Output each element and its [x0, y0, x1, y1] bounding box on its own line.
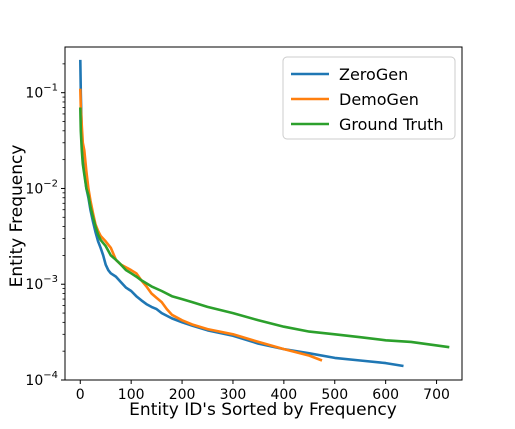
y-tick-label-exponent: −1	[43, 83, 58, 94]
y-tick-label-base: 10	[25, 277, 43, 293]
legend-label-2: Ground Truth	[339, 115, 444, 134]
series-lines	[79, 59, 450, 368]
legend: ZeroGen DemoGen Ground Truth	[282, 56, 456, 140]
x-tick-label: 400	[270, 387, 297, 403]
y-tick-label-exponent: −4	[43, 370, 58, 381]
legend-label-0: ZeroGen	[339, 65, 408, 84]
legend-box	[282, 56, 456, 140]
x-tick-label: 0	[76, 387, 85, 403]
x-tick-label: 700	[423, 387, 450, 403]
y-axis-label: Entity Frequency	[7, 145, 27, 288]
y-tick-label-base: 10	[25, 181, 43, 197]
x-axis-ticks: 0 100 200 300 400 500 600 700	[76, 380, 450, 403]
legend-label-1: DemoGen	[339, 90, 419, 109]
x-tick-label: 500	[321, 387, 348, 403]
y-tick-label-exponent: −2	[43, 178, 58, 189]
x-tick-label: 300	[220, 387, 247, 403]
series-line-2	[79, 107, 450, 349]
x-tick-label: 100	[118, 387, 145, 403]
series-line-1	[79, 88, 323, 362]
x-tick-label: 200	[169, 387, 196, 403]
y-tick-label-exponent: −3	[43, 274, 58, 285]
y-tick-label: 10−3	[25, 274, 58, 293]
y-tick-label: 10−1	[25, 83, 58, 102]
y-axis-ticks: 10−110−210−310−4	[25, 63, 65, 389]
y-tick-label-base: 10	[25, 373, 43, 389]
x-tick-label: 600	[372, 387, 399, 403]
y-tick-label: 10−4	[25, 370, 58, 389]
y-tick-label-base: 10	[25, 86, 43, 102]
x-axis-label: Entity ID's Sorted by Frequency	[129, 400, 397, 420]
y-tick-label: 10−2	[25, 178, 58, 197]
plot-frame	[64, 46, 463, 381]
